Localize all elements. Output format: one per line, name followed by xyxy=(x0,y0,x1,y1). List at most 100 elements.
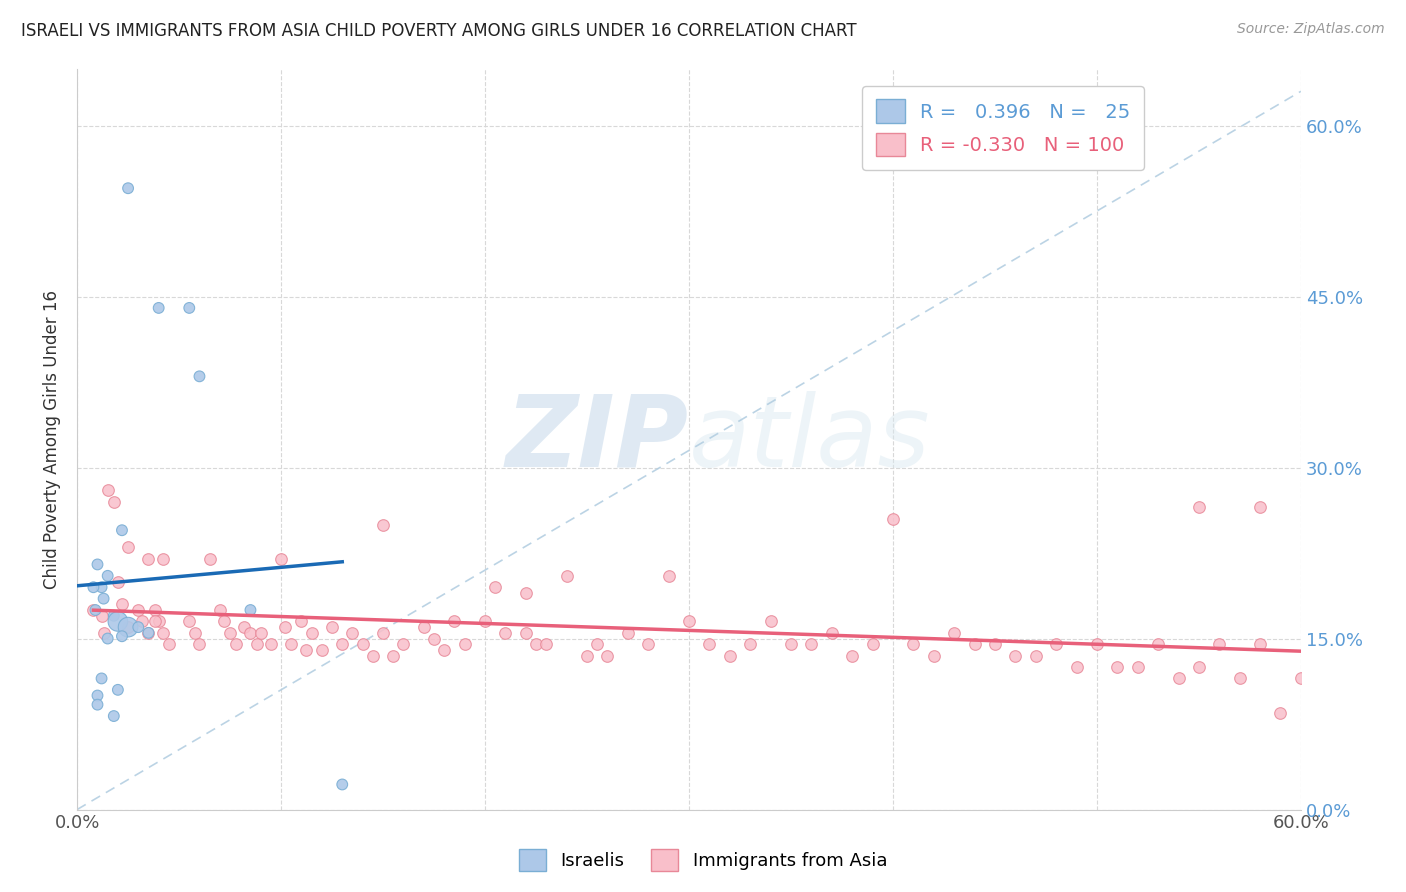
Point xyxy=(188,637,211,651)
Point xyxy=(152,625,174,640)
Point xyxy=(1085,637,1108,651)
Point xyxy=(330,777,353,791)
Point xyxy=(148,301,170,315)
Point xyxy=(111,523,134,537)
Point xyxy=(107,574,129,589)
Point xyxy=(280,637,302,651)
Point xyxy=(239,603,262,617)
Point xyxy=(198,551,221,566)
Point xyxy=(1045,637,1067,651)
Point xyxy=(1188,500,1211,515)
Point xyxy=(678,615,700,629)
Point xyxy=(330,637,353,651)
Point xyxy=(90,608,112,623)
Point xyxy=(138,625,160,640)
Point xyxy=(233,620,256,634)
Point xyxy=(148,615,170,629)
Point xyxy=(97,632,120,646)
Point xyxy=(922,648,945,663)
Point xyxy=(117,620,139,634)
Point xyxy=(658,569,681,583)
Point xyxy=(759,615,782,629)
Legend: R =   0.396   N =   25, R = -0.330   N = 100: R = 0.396 N = 25, R = -0.330 N = 100 xyxy=(862,86,1144,170)
Point xyxy=(260,637,283,651)
Point xyxy=(474,615,496,629)
Point xyxy=(97,483,120,498)
Point xyxy=(342,625,364,640)
Point xyxy=(882,512,904,526)
Point xyxy=(1270,706,1292,720)
Point xyxy=(143,603,166,617)
Point xyxy=(1229,672,1251,686)
Text: Source: ZipAtlas.com: Source: ZipAtlas.com xyxy=(1237,22,1385,37)
Point xyxy=(143,615,166,629)
Point xyxy=(1167,672,1189,686)
Point xyxy=(111,598,134,612)
Point xyxy=(555,569,578,583)
Point xyxy=(382,648,405,663)
Text: atlas: atlas xyxy=(689,391,931,488)
Point xyxy=(107,682,129,697)
Point xyxy=(740,637,762,651)
Point xyxy=(86,558,108,572)
Point xyxy=(188,369,211,384)
Point xyxy=(117,620,139,634)
Point xyxy=(117,541,139,555)
Point xyxy=(903,637,925,651)
Point xyxy=(1025,648,1047,663)
Point xyxy=(245,637,267,651)
Point xyxy=(984,637,1007,651)
Point xyxy=(90,672,112,686)
Point xyxy=(453,637,475,651)
Point xyxy=(311,643,333,657)
Point xyxy=(103,494,125,508)
Point xyxy=(534,637,557,651)
Point xyxy=(361,648,384,663)
Point xyxy=(294,643,316,657)
Point xyxy=(821,625,844,640)
Point xyxy=(290,615,312,629)
Point xyxy=(103,608,125,623)
Point xyxy=(576,648,599,663)
Point xyxy=(1188,660,1211,674)
Point xyxy=(718,648,741,663)
Point xyxy=(219,625,242,640)
Point xyxy=(1126,660,1149,674)
Point xyxy=(1066,660,1088,674)
Point xyxy=(371,517,394,532)
Point xyxy=(1249,500,1271,515)
Point xyxy=(107,615,129,629)
Point xyxy=(103,709,125,723)
Point xyxy=(862,637,884,651)
Point xyxy=(84,603,107,617)
Y-axis label: Child Poverty Among Girls Under 16: Child Poverty Among Girls Under 16 xyxy=(44,290,60,589)
Point xyxy=(433,643,456,657)
Point xyxy=(152,551,174,566)
Point xyxy=(111,629,134,643)
Point xyxy=(943,625,966,640)
Point xyxy=(86,689,108,703)
Point xyxy=(212,615,235,629)
Point xyxy=(179,301,201,315)
Point xyxy=(274,620,297,634)
Point xyxy=(494,625,516,640)
Point xyxy=(321,620,343,634)
Text: ISRAELI VS IMMIGRANTS FROM ASIA CHILD POVERTY AMONG GIRLS UNDER 16 CORRELATION C: ISRAELI VS IMMIGRANTS FROM ASIA CHILD PO… xyxy=(21,22,856,40)
Point xyxy=(596,648,619,663)
Point xyxy=(1208,637,1230,651)
Point xyxy=(90,580,112,594)
Point xyxy=(371,625,394,640)
Point xyxy=(841,648,863,663)
Point xyxy=(1289,672,1312,686)
Point xyxy=(82,580,104,594)
Point xyxy=(93,625,115,640)
Point xyxy=(179,615,201,629)
Point xyxy=(86,698,108,712)
Point xyxy=(82,603,104,617)
Point xyxy=(699,637,721,651)
Point xyxy=(225,637,247,651)
Point xyxy=(412,620,434,634)
Point xyxy=(524,637,547,651)
Point xyxy=(208,603,231,617)
Point xyxy=(1107,660,1129,674)
